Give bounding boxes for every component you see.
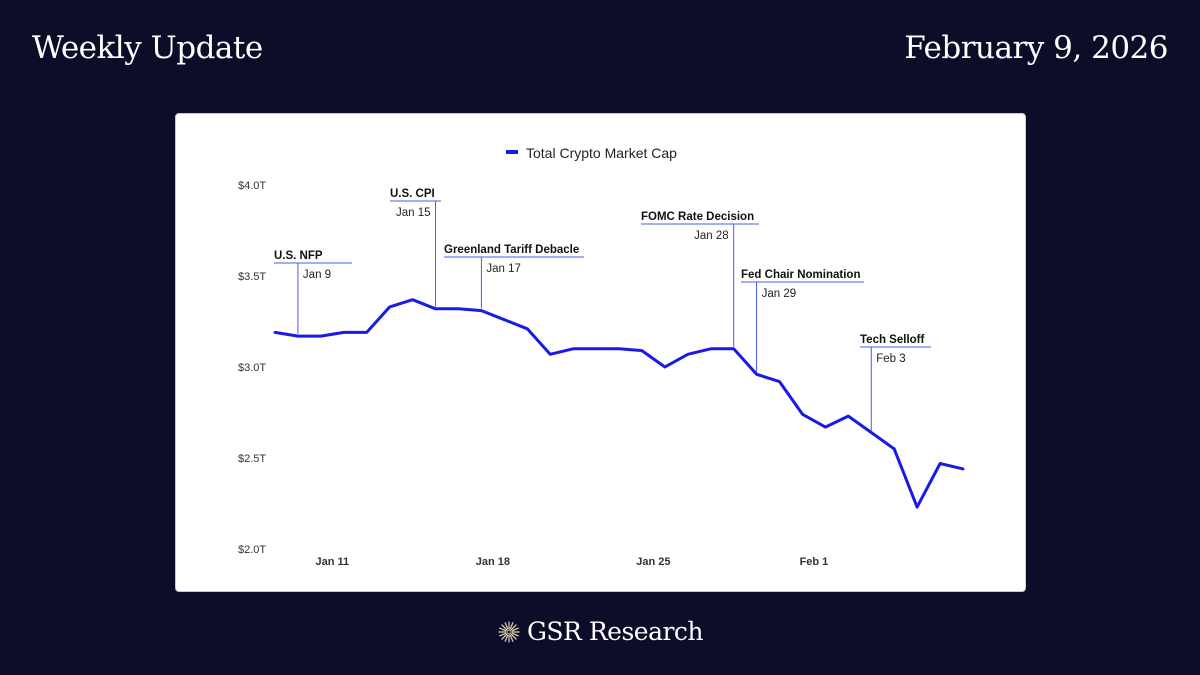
- annotation-date: Jan 17: [486, 263, 521, 275]
- chart-card: Total Crypto Market Cap $2.0T $2.5T $3.0T $…: [175, 113, 1026, 592]
- x-tick-label: Jan 18: [476, 556, 510, 568]
- annotation-date: Jan 15: [396, 207, 431, 219]
- annotation-title: U.S. CPI: [390, 188, 435, 200]
- annotation: Tech Selloff Feb 3: [860, 334, 931, 431]
- annotation: U.S. CPI Jan 15: [390, 188, 441, 307]
- y-tick-label: $4.0T: [238, 180, 266, 192]
- annotation-title: Tech Selloff: [860, 334, 924, 346]
- annotation-date: Jan 9: [303, 269, 331, 281]
- legend-label: Total Crypto Market Cap: [526, 145, 677, 161]
- brand-name: GSR Research: [526, 617, 704, 646]
- annotation: Greenland Tariff Debacle Jan 17: [444, 244, 584, 309]
- annotation-date: Jan 28: [694, 230, 729, 242]
- annotation-date: Feb 3: [876, 353, 905, 365]
- annotation-title: Greenland Tariff Debacle: [444, 244, 579, 256]
- report-date: February 9, 2026: [904, 30, 1168, 66]
- y-tick-label: $2.5T: [238, 453, 266, 465]
- market-cap-chart: Total Crypto Market Cap $2.0T $2.5T $3.0T $…: [238, 145, 965, 568]
- footer-brand: GSR Research: [0, 617, 1200, 646]
- chart-legend: Total Crypto Market Cap: [506, 145, 677, 161]
- annotation-title: U.S. NFP: [274, 250, 323, 262]
- starburst-logo-icon: [498, 620, 520, 643]
- annotation-title: FOMC Rate Decision: [641, 211, 754, 223]
- annotation: U.S. NFP Jan 9: [274, 250, 352, 335]
- series-line-total-crypto-market-cap: [273, 298, 965, 509]
- x-tick-label: Feb 1: [800, 556, 829, 568]
- page-title: Weekly Update: [32, 30, 263, 66]
- annotation-title: Fed Chair Nomination: [741, 269, 860, 281]
- annotation-date: Jan 29: [762, 288, 797, 300]
- legend-swatch: [506, 150, 518, 154]
- y-tick-label: $2.0T: [238, 544, 266, 556]
- annotation: FOMC Rate Decision Jan 28: [641, 211, 759, 347]
- y-tick-label: $3.5T: [238, 271, 266, 283]
- x-tick-label: Jan 25: [636, 556, 670, 568]
- y-tick-label: $3.0T: [238, 362, 266, 374]
- x-tick-label: Jan 11: [316, 556, 350, 568]
- annotation: Fed Chair Nomination Jan 29: [741, 269, 864, 373]
